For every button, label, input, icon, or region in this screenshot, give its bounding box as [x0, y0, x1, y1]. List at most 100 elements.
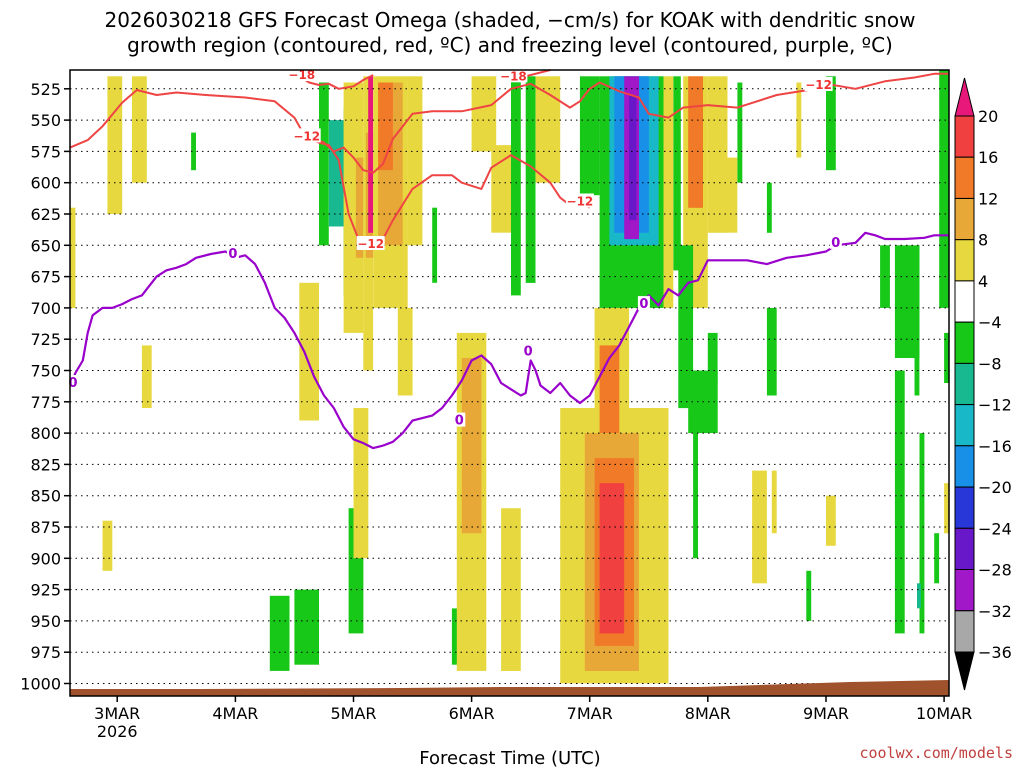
omega-region-55	[727, 157, 738, 233]
colorbar-band-16	[954, 115, 975, 158]
omega-region-33	[535, 76, 561, 183]
omega-region-56	[737, 82, 743, 183]
omega-region-6	[269, 595, 290, 671]
contour-label-zero-f-bg	[829, 234, 842, 249]
contour-lines: −12 −12 −12 −12 −18 −18 0 0 0 0 0 0	[67, 67, 949, 450]
colorbar-label-0: 20	[978, 107, 998, 126]
omega-region-15	[353, 408, 369, 559]
x-tick-label-7MAR: 7MAR	[567, 704, 613, 723]
omega-region-46	[663, 76, 674, 308]
omega-region-51	[678, 245, 694, 409]
omega-region-64	[826, 76, 836, 171]
omega-region-57	[752, 470, 767, 584]
omega-region-13	[355, 157, 364, 258]
omega-region-7	[294, 589, 319, 665]
omega-region-31	[511, 76, 521, 296]
contour-label-zero-b-bg	[226, 246, 239, 260]
contour-label-zero-d: 0	[524, 345, 533, 360]
contour-label-m12-c: −12	[567, 195, 594, 209]
colorbar-label-9: −20	[978, 478, 1012, 497]
contour-label-m18-a: −18	[288, 68, 315, 82]
omega-region-22	[407, 76, 423, 246]
contour-label-m12-c-bg	[565, 193, 594, 208]
contour-label-zero-e: 0	[639, 297, 648, 312]
colorbar-band--12	[954, 362, 975, 406]
omega-region-27	[461, 358, 482, 534]
colorbar-band--20	[954, 445, 975, 488]
omega-region-2	[132, 76, 147, 183]
y-tick-label-625: 625	[30, 205, 61, 224]
omega-region-66	[894, 370, 905, 634]
x-tick-label-10MAR: 10MAR	[916, 704, 972, 723]
colorbar-legend: 20 16 12 8 4 −4 −8 −12 −16 −20 −24 −28 −32 −36	[954, 77, 1012, 691]
contour-label-zero-e-bg	[637, 296, 650, 311]
colorbar-label-6: −8	[978, 354, 1002, 373]
y-tick-label-550: 550	[30, 111, 61, 130]
omega-region-28	[471, 76, 497, 152]
omega-region-59	[766, 182, 772, 233]
colorbar-band--36	[954, 610, 975, 653]
contour-label-zero-c: 0	[455, 414, 464, 429]
chart-title-line-1: 2026030218 GFS Forecast Omega (shaded, −…	[104, 8, 915, 32]
colorbar-label-10: −24	[978, 519, 1012, 538]
x-tick-label-9MAR: 9MAR	[803, 704, 849, 723]
omega-region-69	[919, 433, 925, 634]
colorbar-label-8: −16	[978, 437, 1012, 456]
y-tick-label-600: 600	[30, 174, 61, 193]
omega-region-53	[693, 408, 698, 559]
freezing-level-contour	[68, 231, 949, 450]
omega-region-71	[917, 583, 921, 609]
colorbar-band--8	[954, 321, 975, 364]
colorbar-band--24	[954, 486, 975, 529]
contour-label-m12-b: −12	[357, 237, 384, 251]
x-tick-sublabel-year: 2026	[97, 722, 138, 741]
y-tick-label-575: 575	[30, 142, 61, 161]
pressure-gridlines	[70, 88, 949, 684]
y-tick-label-875: 875	[30, 518, 61, 537]
colorbar-label-4: 4	[978, 272, 988, 291]
omega-region-68	[914, 307, 920, 396]
colorbar-label-12: −32	[978, 602, 1012, 621]
omega-region-49	[688, 76, 703, 208]
contour-label-zero-b: 0	[228, 247, 237, 262]
omega-region-1	[107, 76, 123, 214]
y-tick-label-525: 525	[30, 80, 61, 99]
contour-label-m18-b-bg	[499, 68, 528, 83]
omega-region-61	[796, 82, 802, 158]
contour-label-zero-c-bg	[453, 412, 466, 427]
y-tick-label-800: 800	[30, 424, 61, 443]
y-tick-label-825: 825	[30, 455, 61, 474]
dgz-minus12-upper-contour	[69, 72, 949, 174]
contour-label-m12-a: −12	[293, 129, 320, 143]
contour-label-zero-a: 0	[68, 376, 77, 391]
omega-region-58	[771, 470, 777, 534]
colorbar-label-3: 8	[978, 231, 988, 250]
x-axis-label: Forecast Time (UTC)	[419, 748, 600, 768]
omega-region-62	[826, 495, 836, 546]
colorbar-label-5: −4	[978, 313, 1002, 332]
dgz-minus12-lower-contour	[308, 137, 591, 244]
omega-region-4	[141, 345, 152, 408]
omega-region-32	[525, 76, 536, 283]
colorbar-label-2: 12	[978, 190, 998, 209]
x-tick-label-4MAR: 4MAR	[212, 704, 258, 723]
omega-region-29	[491, 145, 511, 233]
omega-region-72	[944, 483, 949, 534]
omega-region-45	[629, 95, 637, 221]
contour-label-m18-b: −18	[500, 69, 527, 83]
omega-region-3	[102, 520, 113, 571]
contour-label-m12-d-bg	[804, 77, 833, 91]
omega-region-23	[397, 307, 413, 396]
omega-region-74	[944, 332, 949, 383]
contour-label-m12-b-bg	[356, 236, 385, 250]
plot-frame	[69, 69, 950, 697]
colorbar-label-7: −12	[978, 396, 1012, 415]
x-tick-label-5MAR: 5MAR	[330, 704, 376, 723]
omega-region-12	[343, 82, 364, 333]
y-tick-label-675: 675	[30, 268, 61, 287]
contour-label-zero-d-bg	[522, 343, 535, 358]
colorbar-band-8	[954, 198, 975, 241]
colorbar-label-13: −36	[978, 643, 1012, 662]
